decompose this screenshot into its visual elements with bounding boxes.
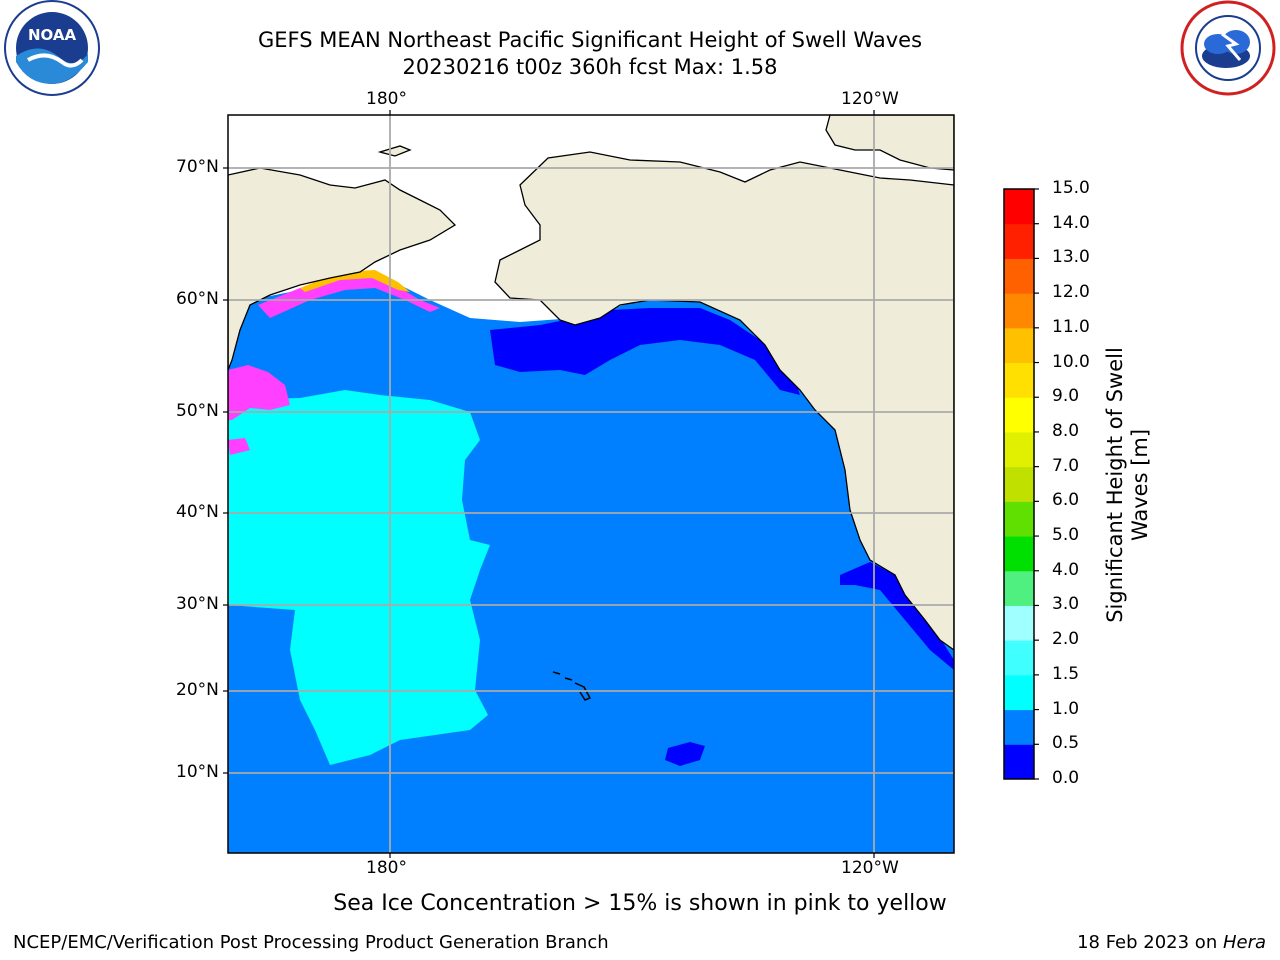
colorbar-tick-label: 6.0 xyxy=(1052,490,1080,511)
colorbar-tick-label: 1.5 xyxy=(1052,663,1080,684)
swell-low-gulf-alaska xyxy=(490,308,800,395)
colorbar-segment xyxy=(1004,536,1034,572)
swell-low-california xyxy=(840,562,954,670)
colorbar-tick-label: 5.0 xyxy=(1052,525,1080,546)
sea-ice-pink xyxy=(228,365,290,420)
colorbar-segment xyxy=(1004,431,1034,468)
gridlines xyxy=(228,115,954,853)
colorbar-segment xyxy=(1004,640,1034,676)
colorbar-segment xyxy=(1004,327,1034,364)
lon-tick-top-120w: 120°W xyxy=(841,89,899,109)
footer-date: 18 Feb 2023 on Hera xyxy=(1077,932,1266,953)
land-arctic-islands xyxy=(825,115,954,171)
colorbar-segment xyxy=(1004,397,1034,433)
colorbar-tick-label: 10.0 xyxy=(1052,351,1090,372)
colorbar-segment xyxy=(1004,223,1034,259)
colorbar-segment xyxy=(1004,744,1034,780)
swell-low-patch xyxy=(665,742,705,766)
lon-tick-top-180: 180° xyxy=(366,89,407,109)
colorbar-segment xyxy=(1004,466,1034,502)
colorbar-tick-label: 13.0 xyxy=(1052,247,1090,268)
colorbar-segment xyxy=(1004,258,1034,294)
lon-tick-bottom-120w: 120°W xyxy=(841,858,899,878)
colorbar-tick-label: 3.0 xyxy=(1052,594,1080,615)
colorbar-tick-label: 0.5 xyxy=(1052,733,1080,754)
footer-branch: NCEP/EMC/Verification Post Processing Pr… xyxy=(13,932,609,953)
colorbar-frame xyxy=(1003,188,1035,780)
colorbar-tick-label: 11.0 xyxy=(1052,316,1090,337)
map-ticks xyxy=(223,110,875,858)
map-frame xyxy=(227,114,955,854)
noaa-logo: NOAA xyxy=(4,0,100,96)
lat-tick-20n: 20°N xyxy=(176,680,219,700)
colorbar-segment xyxy=(1004,709,1034,745)
lat-tick-60n: 60°N xyxy=(176,289,219,309)
colorbar-tick-label: 0.0 xyxy=(1052,768,1080,788)
sea-ice-note: Sea Ice Concentration > 15% is shown in … xyxy=(333,891,947,916)
colorbar-tick-label: 7.0 xyxy=(1052,455,1080,476)
swell-region-patch xyxy=(228,440,270,510)
footer-machine: Hera xyxy=(1222,932,1266,953)
colorbar-label: Significant Height of Swell Waves [m] xyxy=(1103,347,1153,623)
colorbar-segment xyxy=(1004,501,1034,537)
land-siberia xyxy=(228,167,457,371)
lat-tick-10n: 10°N xyxy=(176,762,219,782)
lat-tick-70n: 70°N xyxy=(176,157,219,177)
colorbar-segment xyxy=(1004,189,1034,225)
swell-region-1-5 xyxy=(228,390,490,765)
chart-title-line2: 20230216 t00z 360h fcst Max: 1.58 xyxy=(402,55,778,79)
noaa-logo-text: NOAA xyxy=(28,26,77,44)
sea-ice-pink-south xyxy=(228,438,250,455)
colorbar xyxy=(1003,188,1039,780)
land-north-america xyxy=(494,151,954,651)
lat-tick-30n: 30°N xyxy=(176,594,219,614)
colorbar-tick-label: 15.0 xyxy=(1052,178,1090,198)
colorbar-tick-label: 1.0 xyxy=(1052,698,1080,719)
sea-ice-yellow-edge xyxy=(300,270,410,292)
colorbar-tick-label: 4.0 xyxy=(1052,559,1080,580)
footer-date-text: 18 Feb 2023 on xyxy=(1077,932,1223,953)
colorbar-tick-label: 8.0 xyxy=(1052,420,1080,441)
lon-tick-bottom-180: 180° xyxy=(366,858,407,878)
nws-logo xyxy=(1180,0,1276,96)
colorbar-segment xyxy=(1004,362,1034,398)
colorbar-label-line1: Significant Height of Swell xyxy=(1103,347,1127,623)
lat-tick-50n: 50°N xyxy=(176,401,219,421)
colorbar-tick-label: 12.0 xyxy=(1052,282,1090,303)
chart-title-line1: GEFS MEAN Northeast Pacific Significant … xyxy=(257,28,923,52)
colorbar-tick-label: 14.0 xyxy=(1052,212,1090,233)
colorbar-segment xyxy=(1004,293,1034,329)
colorbar-tick-label: 9.0 xyxy=(1052,386,1080,407)
colorbar-tick-label: 2.0 xyxy=(1052,629,1080,650)
land-hawaii xyxy=(552,671,592,701)
colorbar-segment xyxy=(1004,605,1034,641)
lat-tick-40n: 40°N xyxy=(176,502,219,522)
colorbar-segment xyxy=(1004,674,1034,711)
colorbar-segment xyxy=(1004,570,1034,606)
colorbar-label-line2: Waves [m] xyxy=(1128,428,1152,542)
